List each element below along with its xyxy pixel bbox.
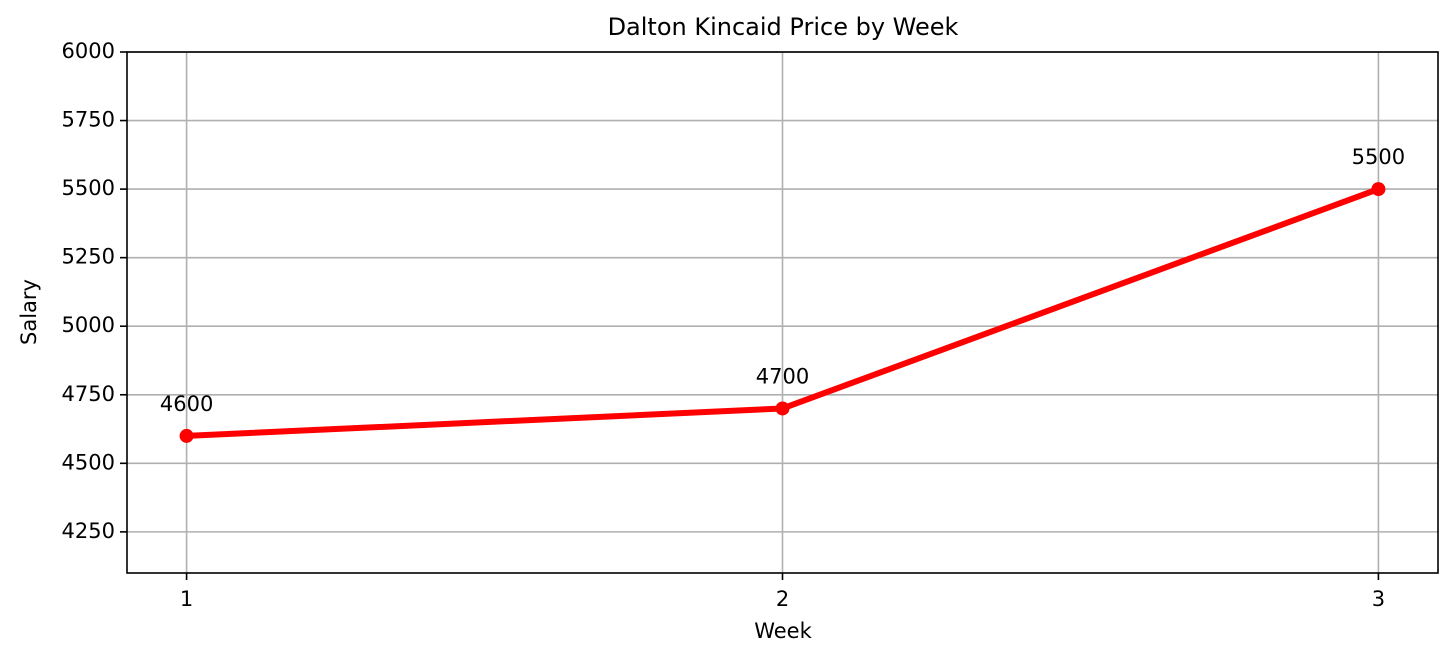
x-tick-label: 1 [180, 587, 193, 611]
data-point [1371, 182, 1386, 197]
data-label: 4700 [756, 364, 809, 388]
y-tick-label: 4500 [62, 450, 115, 474]
data-point [179, 428, 194, 443]
y-tick-label: 5750 [62, 108, 115, 132]
y-tick-label: 5500 [62, 176, 115, 200]
y-tick-label: 5250 [62, 245, 115, 269]
y-tick-label: 4750 [62, 382, 115, 406]
x-tick-label: 3 [1372, 587, 1385, 611]
y-tick-label: 5000 [62, 313, 115, 337]
plot: 4600 4700 5500 [160, 145, 1405, 443]
data-label: 5500 [1352, 145, 1405, 169]
chart-title: Dalton Kincaid Price by Week [608, 13, 959, 41]
y-tick-label: 6000 [62, 39, 115, 63]
y-tick-label: 4250 [62, 519, 115, 543]
x-tick-label: 2 [776, 587, 789, 611]
y-axis-label: Salary [17, 279, 41, 345]
data-label: 4600 [160, 392, 213, 416]
data-point [775, 401, 790, 416]
x-axis-label: Week [754, 619, 812, 643]
grid [127, 51, 1438, 573]
